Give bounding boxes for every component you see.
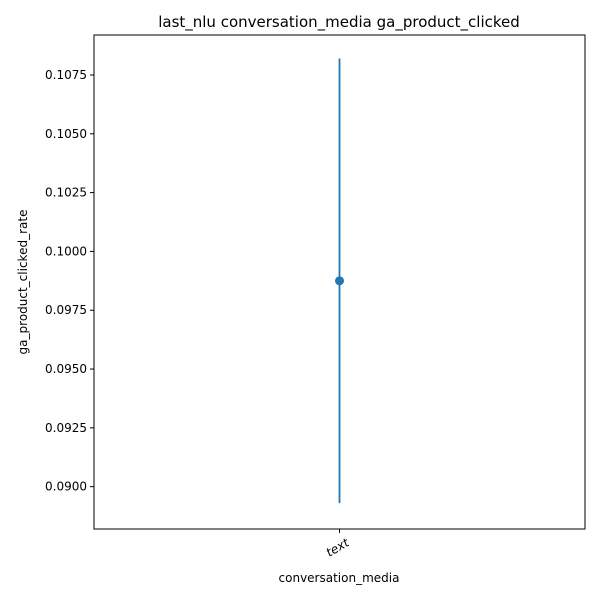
y-tick-label: 0.1075: [45, 68, 87, 82]
y-tick-label: 0.0975: [45, 303, 87, 317]
y-axis-label: ga_product_clicked_rate: [16, 210, 30, 355]
y-axis-ticks: 0.0900 0.0925 0.0950 0.0975 0.1000 0.1025 0.10…: [45, 68, 94, 494]
y-tick-label: 0.0925: [45, 421, 87, 435]
y-tick-label: 0.1000: [45, 244, 87, 258]
y-tick-label: 0.0900: [45, 480, 87, 494]
x-tick-label: text: [324, 535, 353, 560]
y-tick-label: 0.1025: [45, 186, 87, 200]
x-axis-ticks: text: [324, 529, 353, 560]
data-point: [335, 276, 344, 286]
x-axis-label: conversation_media: [279, 571, 400, 585]
chart-title: last_nlu conversation_media ga_product_c…: [158, 13, 520, 32]
y-tick-label: 0.1050: [45, 127, 87, 141]
data-marks: [335, 58, 344, 504]
y-tick-label: 0.0950: [45, 362, 87, 376]
